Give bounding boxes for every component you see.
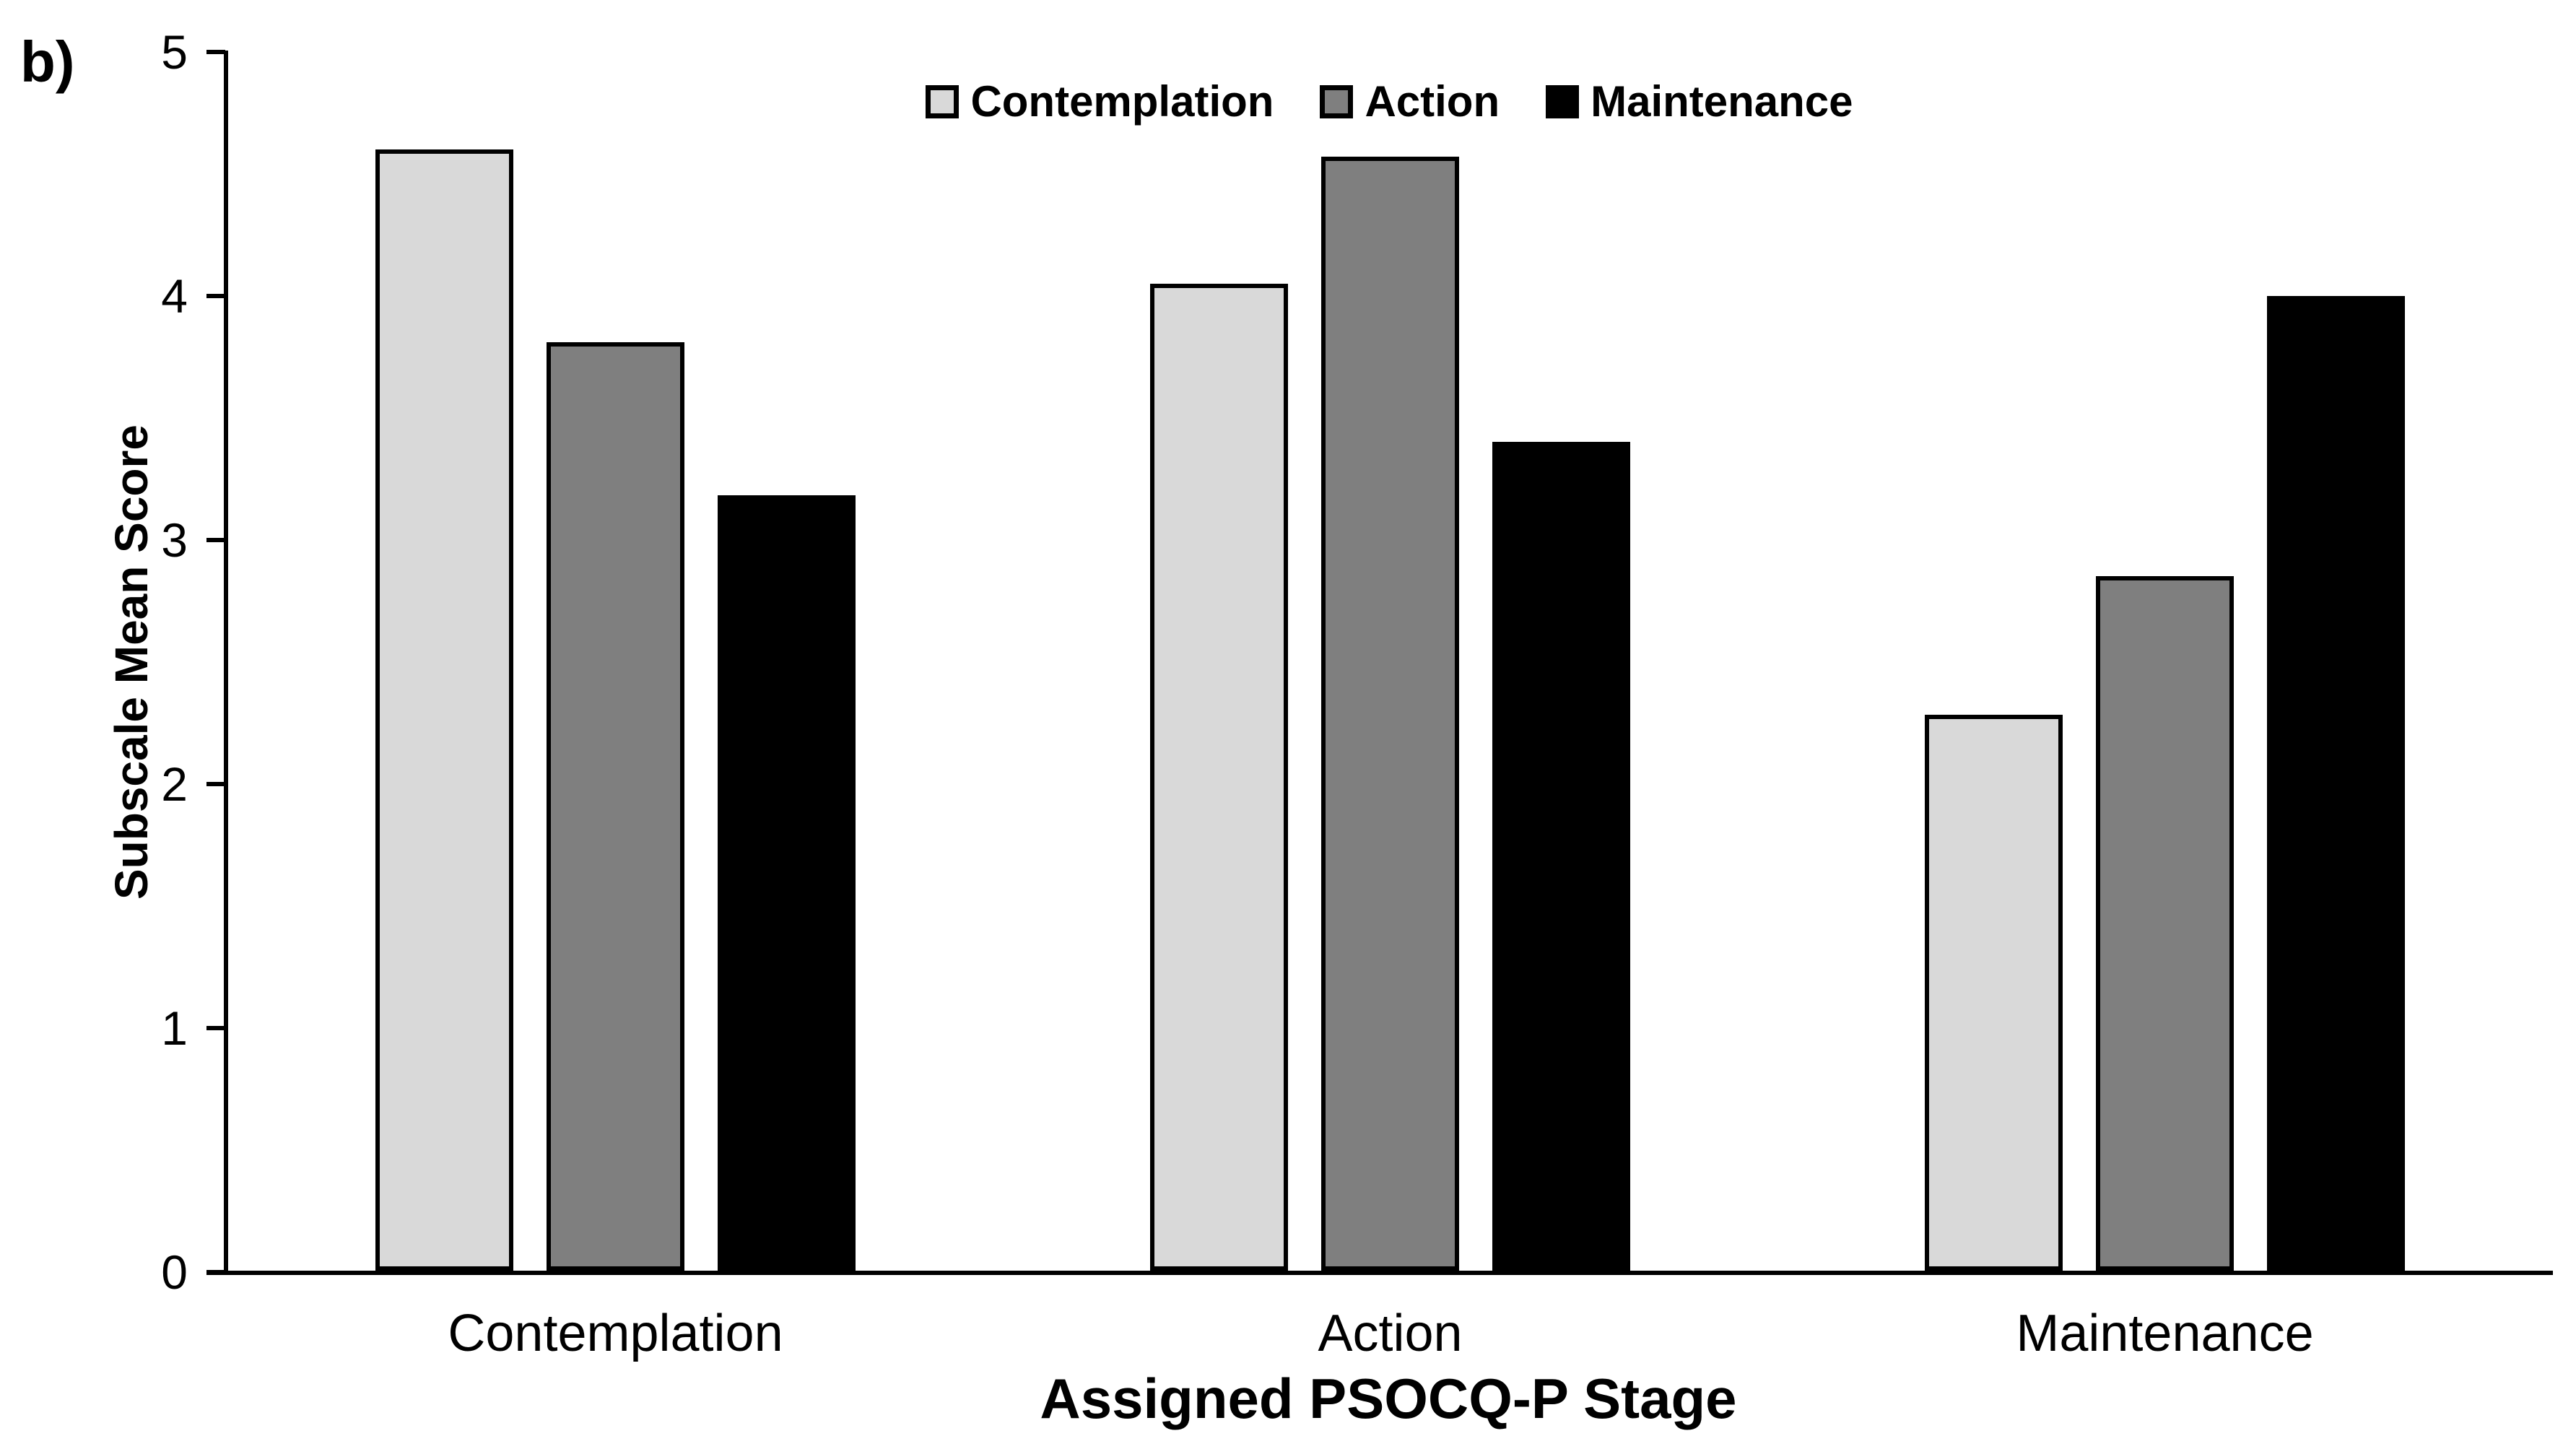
y-tick-mark-1 <box>206 1026 225 1030</box>
y-tick-mark-2 <box>206 782 225 786</box>
legend-swatch-maintenance <box>1546 84 1580 118</box>
x-axis-line <box>206 1271 2553 1275</box>
plot-area <box>228 52 2552 1271</box>
bar-action-action <box>1321 157 1459 1271</box>
legend-item-action: Action <box>1320 77 1500 126</box>
legend-label-maintenance: Maintenance <box>1591 77 1853 126</box>
legend-item-maintenance: Maintenance <box>1546 77 1853 126</box>
legend: Contemplation Action Maintenance <box>225 77 2554 126</box>
bar-contemplation-maintenance <box>718 495 856 1271</box>
bar-contemplation-contemplation <box>375 149 513 1271</box>
y-tick-mark-0 <box>206 1270 225 1274</box>
bar-maintenance-maintenance <box>2267 295 2405 1271</box>
x-axis-title: Assigned PSOCQ-P Stage <box>1040 1367 1737 1430</box>
bar-maintenance-contemplation <box>1925 715 2063 1271</box>
y-tick-mark-4 <box>206 294 225 298</box>
legend-swatch-action <box>1320 84 1354 118</box>
y-tick-mark-5 <box>206 50 225 54</box>
y-tick-label-3: 3 <box>161 513 188 567</box>
y-tick-label-1: 1 <box>161 1001 188 1055</box>
x-category-label-contemplation: Contemplation <box>448 1305 783 1362</box>
bar-action-contemplation <box>1150 283 1288 1271</box>
bar-action-maintenance <box>1492 442 1630 1271</box>
y-tick-mark-3 <box>206 538 225 542</box>
legend-label-action: Action <box>1365 77 1500 126</box>
legend-swatch-contemplation <box>926 84 960 118</box>
bar-group-contemplation <box>228 52 1003 1271</box>
y-tick-label-2: 2 <box>161 757 188 811</box>
y-axis-title: Subscale Mean Score <box>105 424 157 900</box>
figure-panel-label: b) <box>20 30 75 94</box>
y-tick-label-0: 0 <box>161 1245 188 1299</box>
bar-group-action <box>1003 52 1777 1271</box>
x-category-label-action: Action <box>1318 1305 1463 1362</box>
bar-contemplation-action <box>547 341 684 1271</box>
bar-maintenance-action <box>2096 575 2234 1271</box>
y-axis-line <box>224 51 228 1275</box>
legend-item-contemplation: Contemplation <box>926 77 1274 126</box>
y-tick-label-5: 5 <box>161 25 188 79</box>
y-tick-label-4: 4 <box>161 269 188 323</box>
bar-group-maintenance <box>1777 52 2552 1271</box>
legend-label-contemplation: Contemplation <box>970 77 1274 126</box>
x-category-label-maintenance: Maintenance <box>2016 1305 2314 1362</box>
